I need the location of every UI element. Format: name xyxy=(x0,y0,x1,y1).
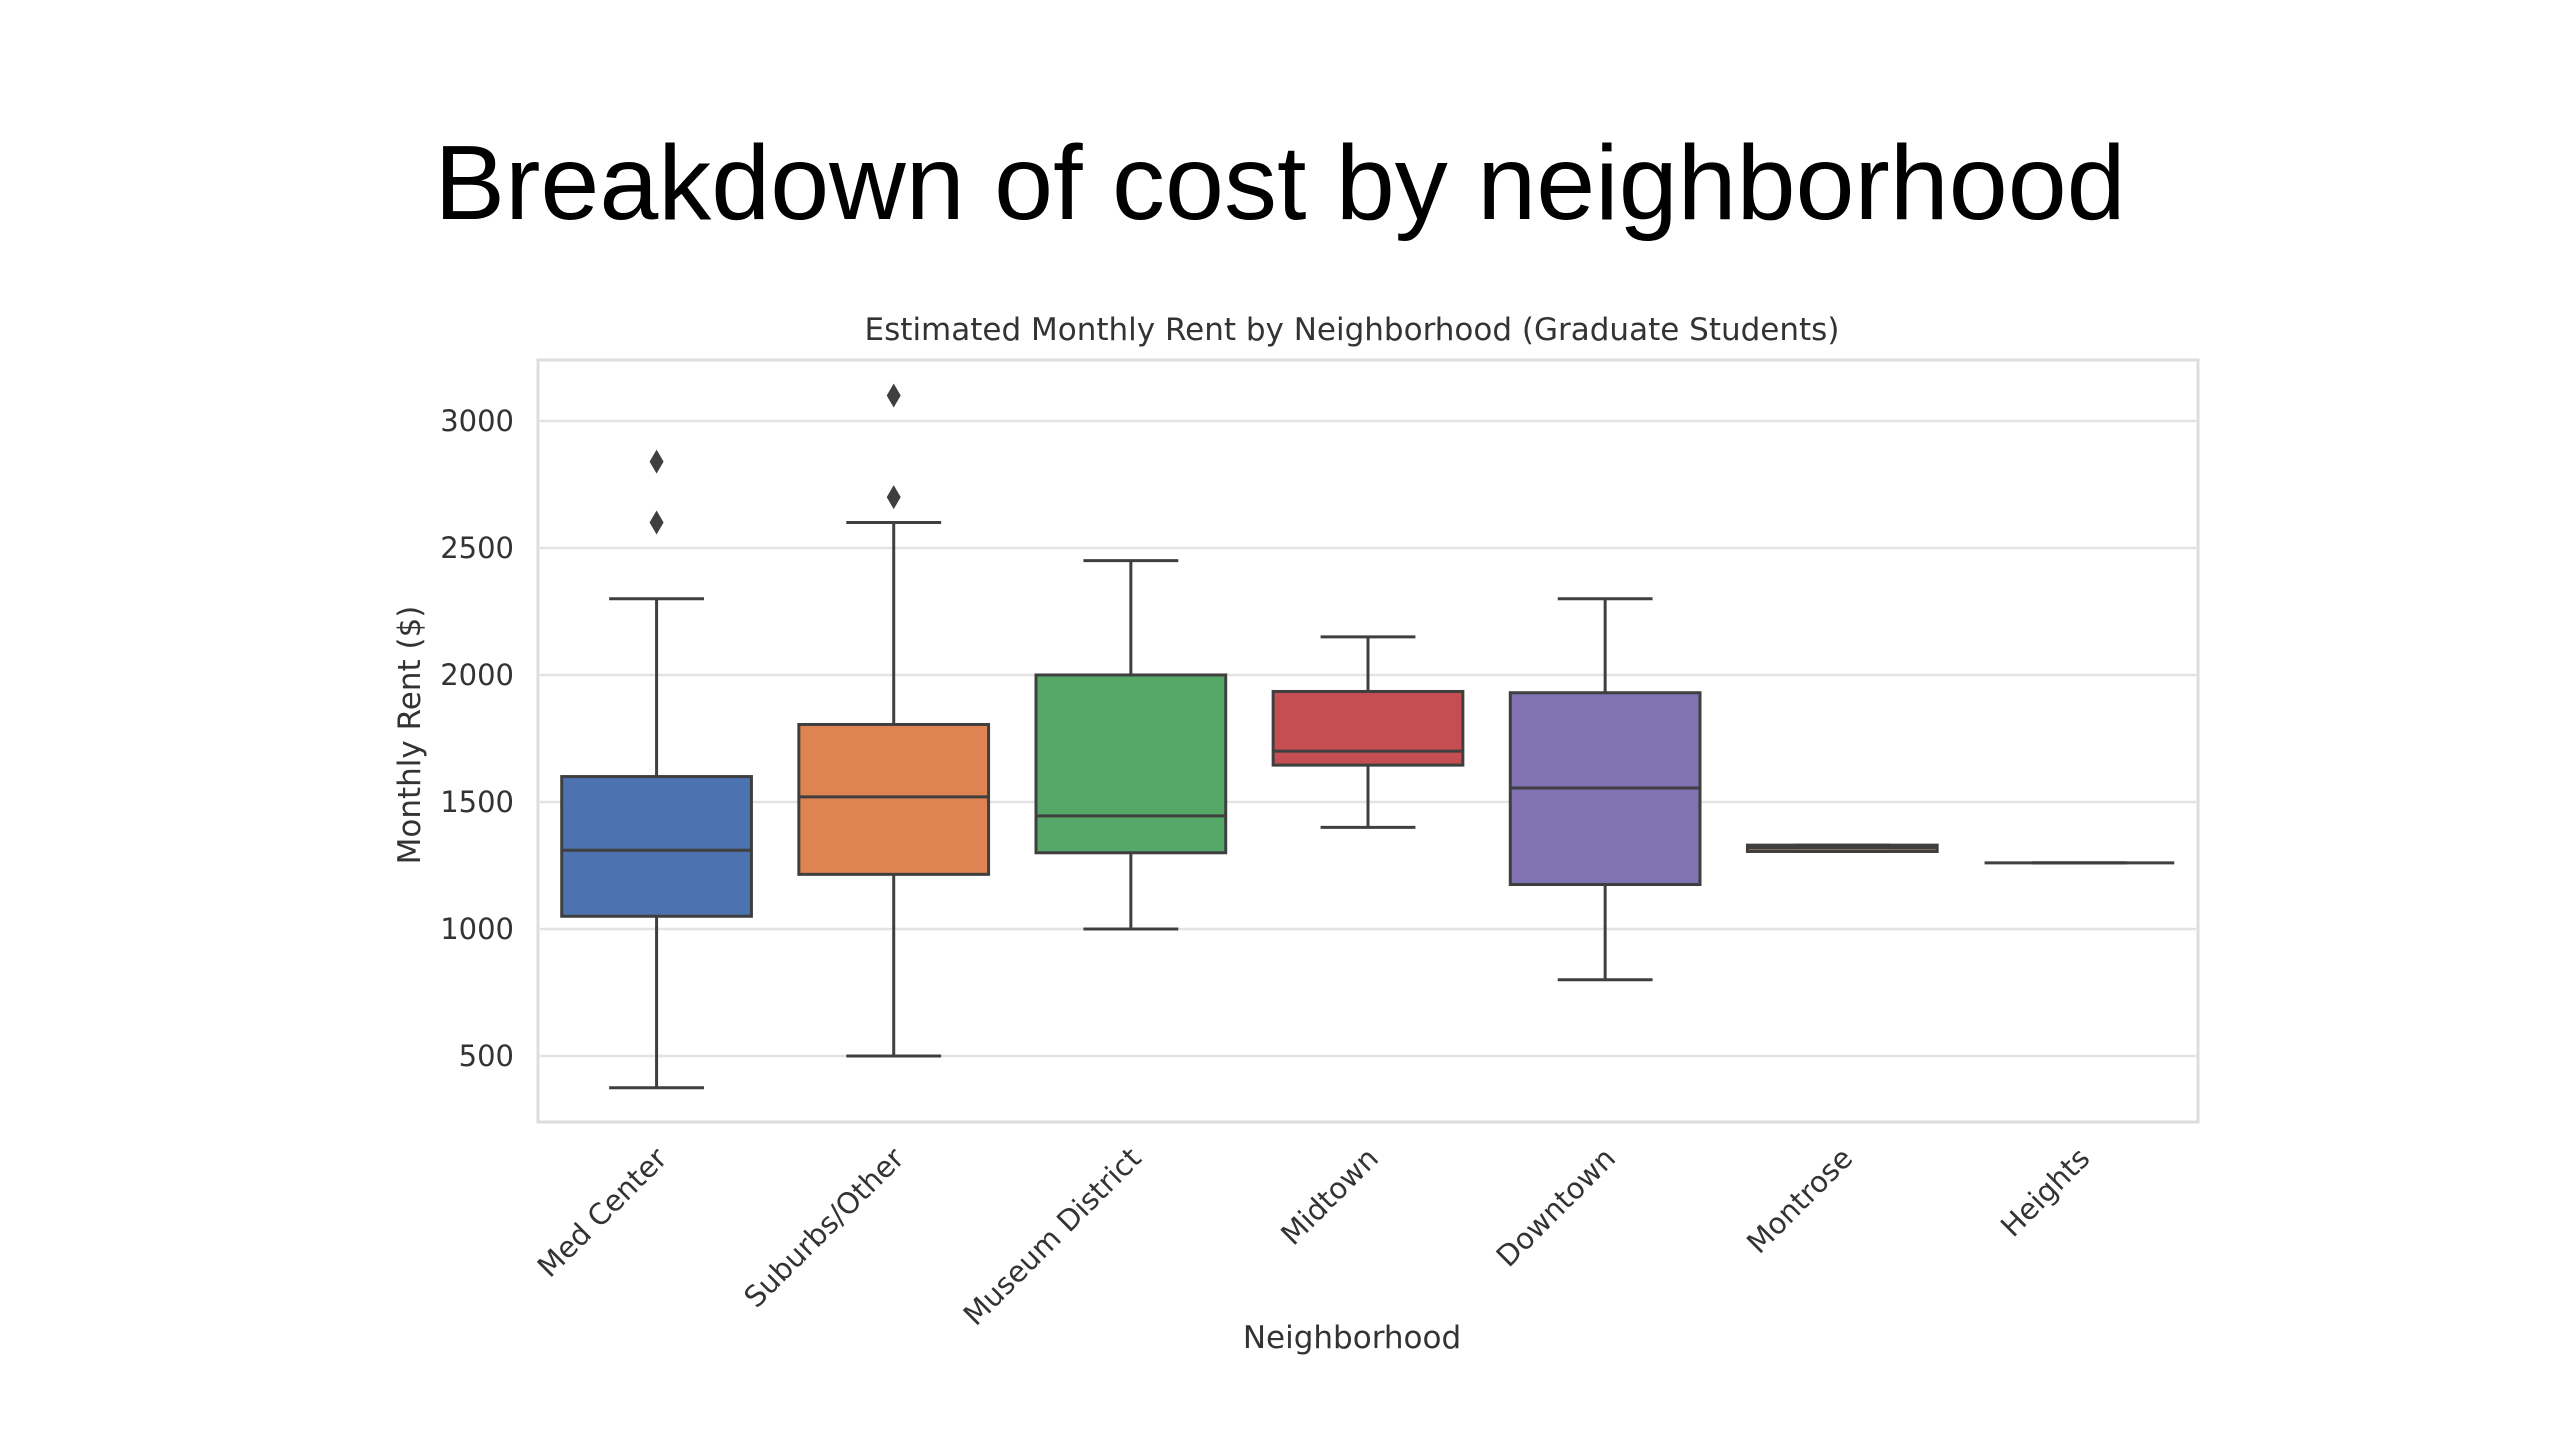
y-tick-label-1500: 1500 xyxy=(440,785,514,819)
chart-title: Estimated Monthly Rent by Neighborhood (… xyxy=(865,312,1840,348)
x-tick-label-montrose: Montrose xyxy=(1740,1141,1859,1260)
outlier-suburbs-other-1 xyxy=(886,383,901,408)
x-tick-label-museum-district: Museum District xyxy=(957,1141,1148,1332)
outlier-med-center-1 xyxy=(649,449,664,474)
y-tick-label-2500: 2500 xyxy=(440,531,514,565)
y-axis-title: Monthly Rent ($) xyxy=(392,606,428,865)
iqr-box-suburbs-other xyxy=(797,722,991,876)
y-tick-label-500: 500 xyxy=(459,1039,514,1073)
iqr-box-midtown xyxy=(1271,689,1465,767)
y-tick-label-2000: 2000 xyxy=(440,658,514,692)
x-tick-label-downtown: Downtown xyxy=(1490,1141,1623,1274)
x-tick-label-heights: Heights xyxy=(1994,1141,2097,1244)
box-midtown xyxy=(1271,635,1465,829)
y-tick-label-3000: 3000 xyxy=(440,404,514,438)
x-tick-label-med-center: Med Center xyxy=(531,1141,674,1284)
x-axis-title: Neighborhood xyxy=(1243,1320,1461,1356)
box-montrose xyxy=(1745,843,1939,853)
slide-title: Breakdown of cost by neighborhood xyxy=(434,124,2126,242)
x-tick-label-suburbs-other: Suburbs/Other xyxy=(737,1141,910,1314)
box-museum-district xyxy=(1034,559,1228,931)
iqr-box-museum-district xyxy=(1034,673,1228,855)
y-tick-label-1000: 1000 xyxy=(440,912,514,946)
box-downtown xyxy=(1508,597,1702,982)
outlier-med-center-0 xyxy=(649,510,664,535)
outlier-suburbs-other-0 xyxy=(886,485,901,510)
box-suburbs-other xyxy=(797,383,991,1058)
iqr-box-med-center xyxy=(560,775,753,918)
box-med-center xyxy=(560,449,753,1090)
x-tick-label-midtown: Midtown xyxy=(1274,1141,1385,1252)
